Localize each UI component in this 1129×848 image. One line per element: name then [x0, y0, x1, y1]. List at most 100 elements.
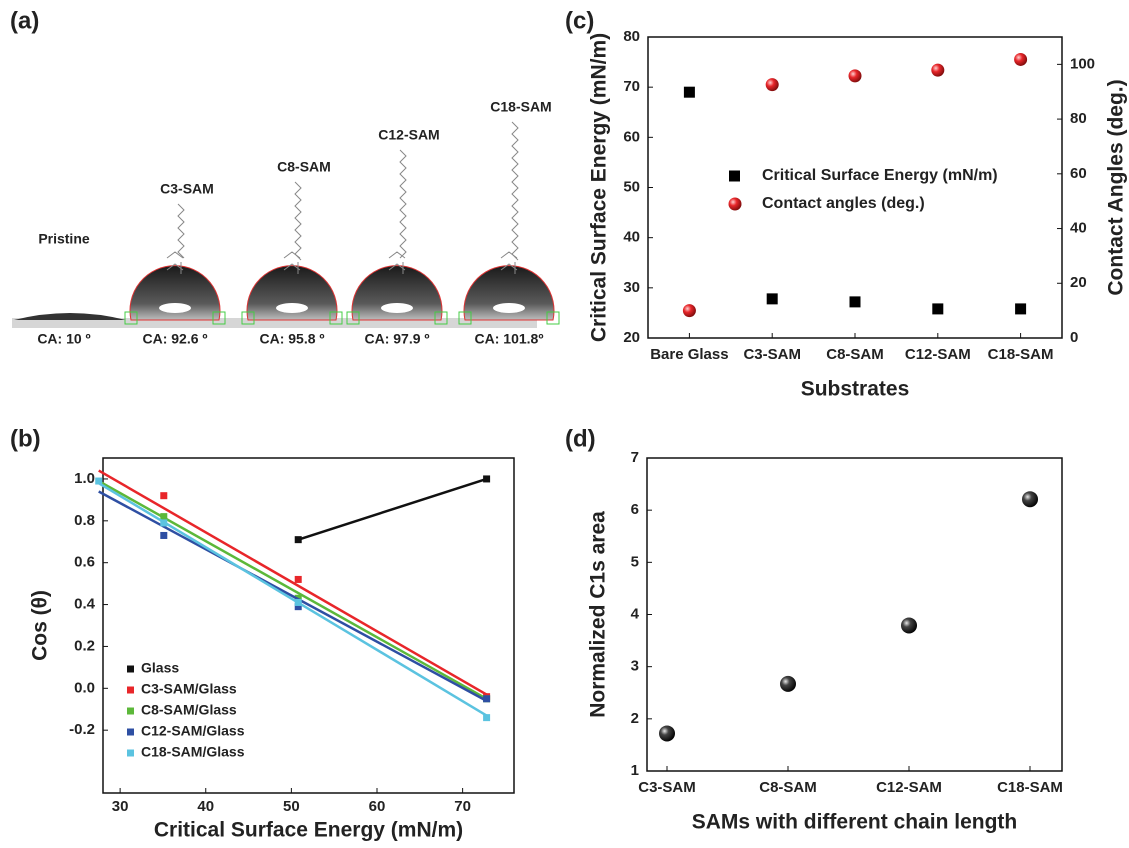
y-tick-label: 0.2: [74, 637, 95, 654]
y-axis-title: Cos (θ): [29, 590, 52, 661]
point: [849, 296, 861, 308]
y-tick-label: -0.2: [69, 721, 95, 738]
y2-tick-label: 40: [1070, 220, 1087, 237]
legend-label: C18-SAM/Glass: [141, 744, 245, 760]
molecule: [511, 121, 519, 261]
x-tick-label: Bare Glass: [650, 346, 728, 363]
legend-marker: [728, 197, 742, 211]
reflection: [381, 303, 413, 313]
x-tick-label: C8-SAM: [759, 779, 817, 796]
sample-label: C12-SAM: [378, 127, 439, 143]
x-axis-title: Substrates: [801, 378, 910, 401]
point: [160, 492, 168, 500]
molecule: [500, 251, 518, 274]
y-tick-label: 50: [623, 178, 640, 195]
x-tick-label: C12-SAM: [876, 779, 942, 796]
y-tick-label: 40: [623, 229, 640, 246]
y-tick-label: 6: [631, 501, 639, 518]
legend-marker: [127, 686, 134, 694]
y-tick-label: 0.4: [74, 596, 96, 613]
marker-box: [458, 311, 472, 325]
panel-label: (b): [10, 425, 41, 452]
x-tick-label: C3-SAM: [638, 779, 696, 796]
molecule: [294, 181, 302, 261]
marker-box: [124, 311, 138, 325]
fit-line: [98, 469, 488, 696]
y-axis-title: Normalized C1s area: [587, 511, 610, 718]
y-tick-label: 2: [631, 710, 639, 727]
y2-tick-label: 100: [1070, 55, 1095, 72]
marker-box: [329, 311, 343, 325]
legend-label: C3-SAM/Glass: [141, 681, 237, 697]
droplet: [14, 313, 126, 320]
point: [160, 513, 168, 521]
point: [1014, 52, 1028, 66]
legend-marker: [127, 749, 134, 757]
point: [294, 536, 302, 544]
contact-angle: CA: 10 º: [37, 331, 90, 347]
reflection: [159, 303, 191, 313]
series-line: [297, 477, 487, 541]
point: [160, 531, 168, 539]
chart: (b) -0.2 0.0 0.2 0.4 0.6 0.8 1.0 Cos (θ) Critical…: [10, 425, 515, 842]
point: [294, 575, 302, 583]
y2-tick-label: 20: [1070, 274, 1087, 291]
y-tick-label: 3: [631, 658, 639, 675]
legend-marker: [127, 665, 134, 673]
legend-marker: [127, 728, 134, 736]
point: [294, 598, 302, 606]
marker-box: [212, 311, 226, 325]
contact-angle: CA: 92.6 º: [142, 331, 207, 347]
point: [95, 477, 103, 485]
y-tick-label: 1: [631, 762, 639, 779]
legend-marker: [127, 707, 134, 715]
marker-box: [241, 311, 255, 325]
molecule: [166, 251, 184, 274]
point: [483, 475, 491, 483]
substrate: [12, 318, 537, 328]
x-tick-label: 40: [197, 798, 214, 815]
sample-label: C18-SAM: [490, 99, 551, 115]
plot-frame: [102, 457, 515, 794]
marker-box: [434, 311, 448, 325]
legend-label: Critical Surface Energy (mN/m): [762, 167, 998, 184]
x-tick-label: C8-SAM: [826, 346, 884, 363]
y-tick-label: 80: [623, 28, 640, 45]
point: [294, 603, 302, 611]
chart: (d) 1 2 3 4 5 6 7 Normalized C1s area SAMs with d…: [565, 425, 1063, 833]
y-tick-label: 7: [631, 449, 639, 466]
y-tick-label: 0.8: [74, 512, 95, 529]
sample-label: C3-SAM: [160, 181, 214, 197]
point: [483, 714, 491, 722]
point: [659, 725, 675, 742]
point: [483, 695, 491, 703]
legend-marker: [729, 170, 740, 182]
y-tick-label: 4: [631, 605, 640, 622]
y-tick-label: 70: [623, 78, 640, 95]
x-axis-title: SAMs with different chain length: [692, 811, 1018, 834]
x-axis-title: Critical Surface Energy (mN/m): [154, 819, 463, 842]
point: [931, 63, 945, 77]
point: [766, 293, 778, 305]
point: [682, 304, 696, 318]
x-tick-label: C18-SAM: [997, 779, 1063, 796]
sample-label: Pristine: [38, 231, 90, 247]
y-tick-label: 5: [631, 553, 639, 570]
point: [932, 303, 944, 315]
y-tick-label: 0.0: [74, 679, 95, 696]
x-tick-label: 70: [454, 798, 471, 815]
x-tick-label: C18-SAM: [988, 346, 1054, 363]
legend-label: C8-SAM/Glass: [141, 702, 237, 718]
marker-box: [346, 311, 360, 325]
point: [765, 78, 779, 92]
x-tick-label: C12-SAM: [905, 346, 971, 363]
point: [1022, 491, 1038, 508]
marker-box: [546, 311, 560, 325]
plot-frame: [646, 457, 1063, 772]
y2-tick-label: 0: [1070, 329, 1078, 346]
panel-a: (a) Pristine CA: 10 º C3-SAM CA: 92.6 º C8-S…: [10, 7, 560, 347]
reflection: [276, 303, 308, 313]
x-tick-label: C3-SAM: [743, 346, 801, 363]
